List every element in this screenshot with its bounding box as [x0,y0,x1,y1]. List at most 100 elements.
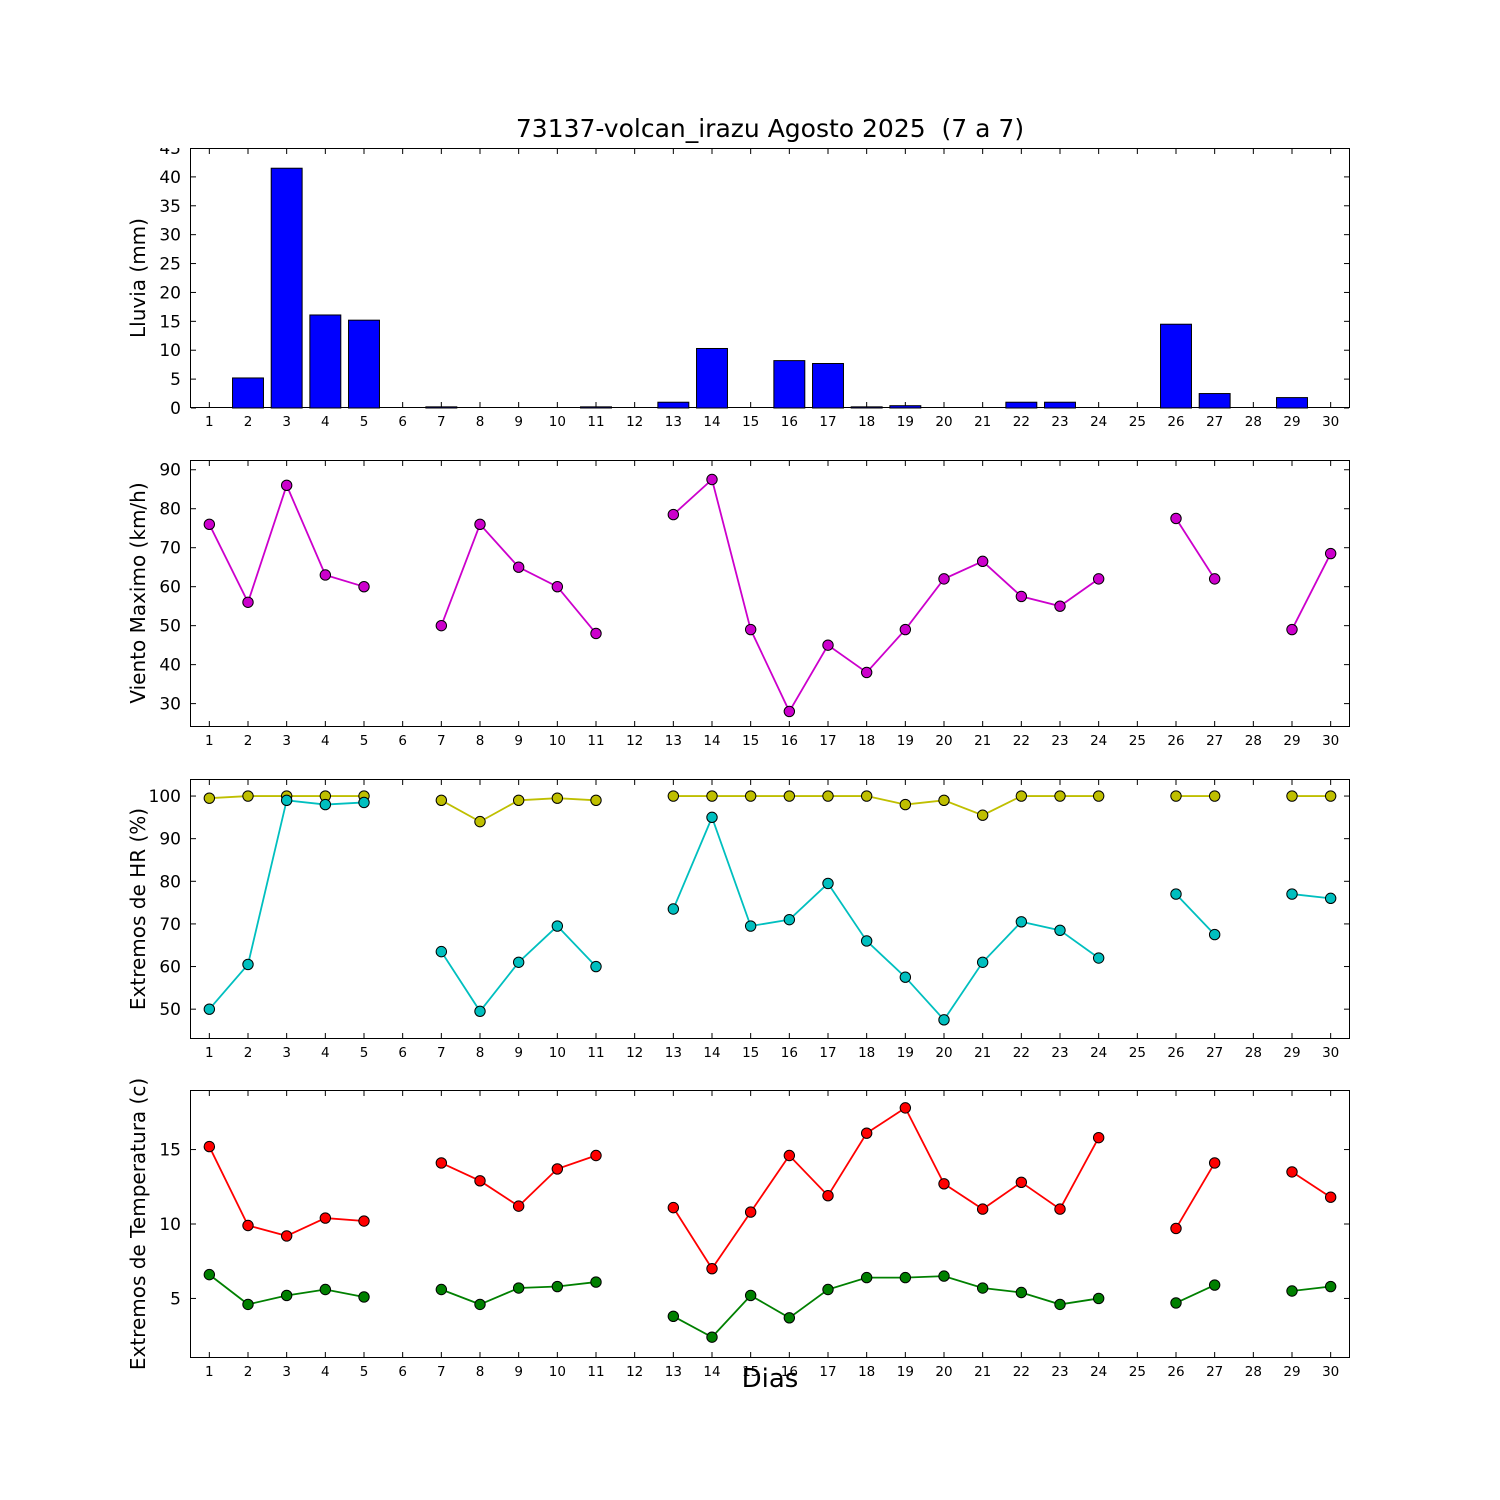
hr-ytick-label: 70 [159,915,181,935]
lluvia-xtick-label: 27 [1206,414,1223,430]
temperatura-xtick-label: 20 [935,1364,952,1380]
lluvia-xtick-label: 13 [665,414,682,430]
hr-ytick-label: 90 [159,830,181,850]
viento-ytick-label: 30 [159,695,181,715]
viento-xtick-label: 16 [781,733,798,749]
lluvia-xtick-label: 5 [360,414,369,430]
temperatura-xtick-label: 16 [781,1364,798,1380]
viento-xtick-label: 14 [703,733,720,749]
temperatura-xtick-label: 17 [819,1364,836,1380]
hr-xtick-label: 6 [398,1045,407,1061]
viento-xtick-label: 23 [1051,733,1068,749]
lluvia-xtick-label: 17 [819,414,836,430]
viento-xtick-label: 7 [437,733,446,749]
viento-xtick-label: 5 [360,733,369,749]
lluvia-xtick-label: 12 [626,414,643,430]
temperatura-xtick-label: 6 [398,1364,407,1380]
lluvia-ytick-label: 20 [159,283,181,303]
hr-xtick-label: 1 [205,1045,214,1061]
xaxis-label-dias: Dias [741,1364,799,1394]
temperatura-xtick-label: 7 [437,1364,446,1380]
lluvia-ytick-label: 25 [159,255,181,275]
temperatura-xtick-label: 21 [974,1364,991,1380]
viento-xtick-label: 26 [1167,733,1184,749]
temperatura-xtick-label: 19 [897,1364,914,1380]
lluvia-xtick-label: 26 [1167,414,1184,430]
viento-xtick-label: 19 [897,733,914,749]
viento-maximo-series [203,473,1337,718]
lluvia-xtick-label: 22 [1013,414,1030,430]
lluvia-xtick-label: 25 [1129,414,1146,430]
lluvia-xtick-label: 24 [1090,414,1107,430]
temperatura-xtick-label: 23 [1051,1364,1068,1380]
temperatura-xtick-label: 22 [1013,1364,1030,1380]
viento-xtick-label: 9 [514,733,523,749]
hr-line-chart: 50 60 70 80 90 100 1 2 3 4 5 6 7 8 9 10 11 12 13 14 15 16 17 18… [0,779,1500,1069]
hr-xtick-label: 19 [897,1045,914,1061]
hr-ytick-label: 100 [149,787,181,807]
temperatura-xtick-label: 26 [1167,1364,1184,1380]
lluvia-xtick-label: 29 [1283,414,1300,430]
hr-xtick-label: 20 [935,1045,952,1061]
lluvia-xtick-label: 2 [244,414,253,430]
lluvia-xtick-label: 11 [587,414,604,430]
viento-xtick-label: 4 [321,733,330,749]
hr-xtick-label: 17 [819,1045,836,1061]
temperatura-xtick-label: 1 [205,1364,214,1380]
viento-xtick-label: 15 [742,733,759,749]
hr-xtick-label: 21 [974,1045,991,1061]
temperatura-ytick-label: 15 [159,1141,181,1161]
hr-xtick-label: 9 [514,1045,523,1061]
temperatura-xtick-label: 30 [1322,1364,1339,1380]
lluvia-xtick-label: 10 [549,414,566,430]
lluvia-bars [232,167,1308,409]
lluvia-xtick-label: 30 [1322,414,1339,430]
viento-xtick-label: 20 [935,733,952,749]
hr-xtick-label: 18 [858,1045,875,1061]
viento-line-chart: 30 40 50 60 70 80 90 1 2 3 4 5 6 7 8 9 10 11 12 13 14 15 16 17 1… [0,460,1500,757]
lluvia-ytick-label: 10 [159,341,181,361]
lluvia-ytick-label: 40 [159,168,181,188]
hr-xtick-label: 13 [665,1045,682,1061]
hr-xtick-label: 8 [476,1045,485,1061]
viento-ytick-label: 90 [159,461,181,481]
hr-xtick-label: 11 [587,1045,604,1061]
lluvia-xtick-label: 28 [1245,414,1262,430]
viento-xtick-label: 28 [1245,733,1262,749]
viento-xtick-label: 8 [476,733,485,749]
temperatura-xtick-label: 15 [742,1364,759,1380]
viento-xtick-label: 22 [1013,733,1030,749]
viento-ytick-label: 50 [159,617,181,637]
lluvia-xtick-label: 3 [282,414,291,430]
temperatura-xtick-label: 18 [858,1364,875,1380]
hr-xtick-label: 14 [703,1045,720,1061]
temperatura-xtick-label: 13 [665,1364,682,1380]
hr-xtick-label: 23 [1051,1045,1068,1061]
lluvia-xtick-label: 16 [781,414,798,430]
hr-xtick-label: 28 [1245,1045,1262,1061]
temperatura-xtick-label: 5 [360,1364,369,1380]
hr-ytick-label: 50 [159,1000,181,1020]
viento-xtick-label: 18 [858,733,875,749]
viento-xtick-label: 1 [205,733,214,749]
hr-xtick-label: 26 [1167,1045,1184,1061]
hr-xtick-label: 25 [1129,1045,1146,1061]
temperatura-ytick-label: 5 [170,1289,181,1309]
lluvia-ytick-label: 5 [170,370,181,390]
viento-xtick-label: 29 [1283,733,1300,749]
hr-xtick-label: 27 [1206,1045,1223,1061]
hr-xtick-label: 16 [781,1045,798,1061]
lluvia-xtick-label: 15 [742,414,759,430]
lluvia-xtick-label: 23 [1051,414,1068,430]
hr-xtick-label: 15 [742,1045,759,1061]
viento-xtick-label: 21 [974,733,991,749]
viento-xtick-label: 27 [1206,733,1223,749]
hr-ytick-label: 80 [159,872,181,892]
viento-xtick-label: 17 [819,733,836,749]
hr-xtick-label: 7 [437,1045,446,1061]
lluvia-xtick-label: 8 [476,414,485,430]
viento-xtick-label: 11 [587,733,604,749]
